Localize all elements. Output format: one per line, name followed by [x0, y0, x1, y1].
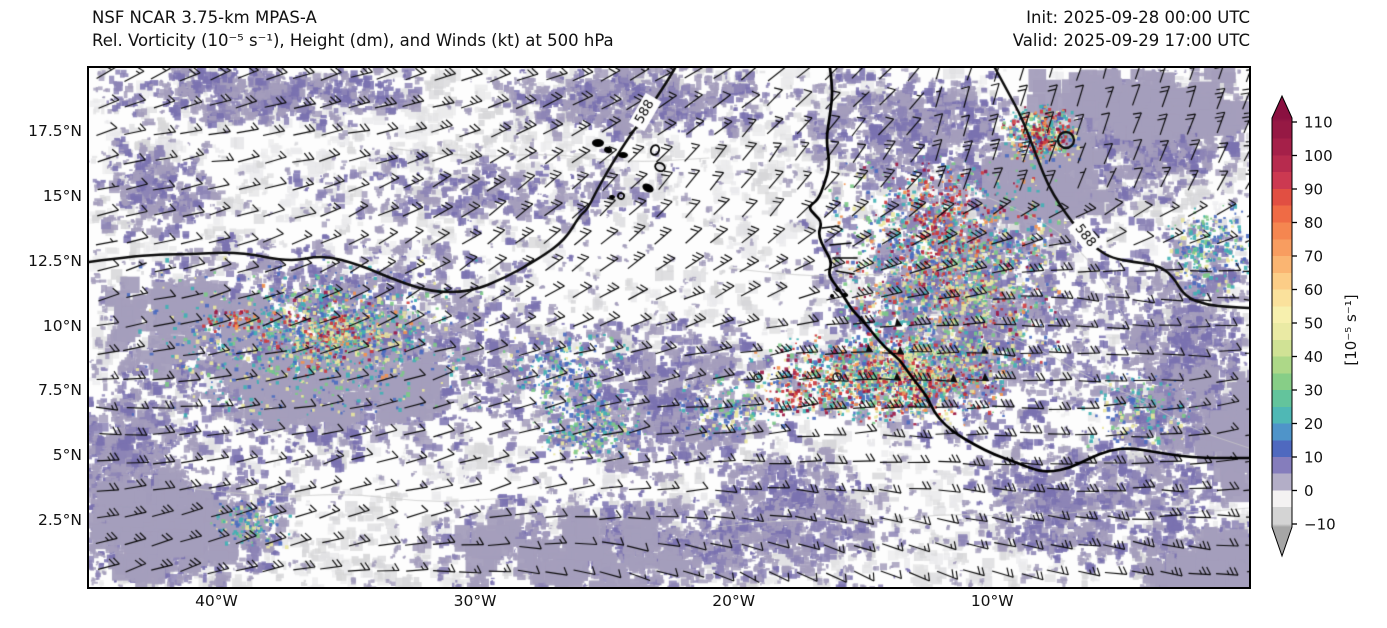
init-time-label: Init: 2025-09-28 00:00 UTC	[1026, 8, 1250, 27]
colorbar-tick-label: 70	[1304, 248, 1323, 266]
x-tick-label: 40°W	[195, 592, 238, 610]
valid-time-label: Valid: 2025-09-29 17:00 UTC	[1012, 31, 1250, 50]
colorbar-tick-label: 0	[1304, 482, 1314, 500]
y-tick-label: 5°N	[52, 446, 82, 465]
x-tick-label: 30°W	[453, 592, 497, 610]
colorbar-outline	[1271, 94, 1293, 558]
colorbar-tick-label: −10	[1304, 516, 1336, 534]
map-frame	[87, 66, 1251, 589]
colorbar-under-arrow	[1272, 527, 1292, 556]
colorbar-tick-label: 80	[1304, 214, 1323, 232]
x-tick-label: 10°W	[970, 592, 1014, 610]
colorbar-tick-label: 20	[1304, 415, 1323, 433]
y-tick-label: 15°N	[42, 186, 82, 205]
colorbar-tick-label: 50	[1304, 315, 1323, 333]
y-tick-label: 17.5°N	[28, 122, 82, 141]
colorbar-tick-label: 10	[1304, 449, 1323, 467]
y-tick-label: 2.5°N	[38, 511, 82, 530]
colorbar-tick-label: 90	[1304, 181, 1323, 199]
x-tick-label: 20°W	[712, 592, 756, 610]
y-tick-label: 7.5°N	[38, 381, 82, 400]
colorbar-tick-label: 40	[1304, 348, 1323, 366]
chart-title-line1: NSF NCAR 3.75-km MPAS-A	[92, 8, 317, 27]
chart-title-line2: Rel. Vorticity (10⁻⁵ s⁻¹), Height (dm), …	[92, 31, 614, 50]
colorbar-tick-label: 100	[1304, 147, 1333, 165]
map-canvas	[89, 68, 1249, 587]
y-tick-label: 10°N	[42, 316, 82, 335]
colorbar-over-arrow	[1272, 96, 1292, 118]
colorbar-tick-label: 110	[1304, 114, 1333, 132]
colorbar-tick-label: 30	[1304, 382, 1323, 400]
colorbar-gradient	[1272, 118, 1292, 527]
colorbar-label: [10⁻⁵ s⁻¹]	[1342, 294, 1360, 366]
y-tick-label: 12.5°N	[28, 251, 82, 270]
colorbar-tick-label: 60	[1304, 281, 1323, 299]
